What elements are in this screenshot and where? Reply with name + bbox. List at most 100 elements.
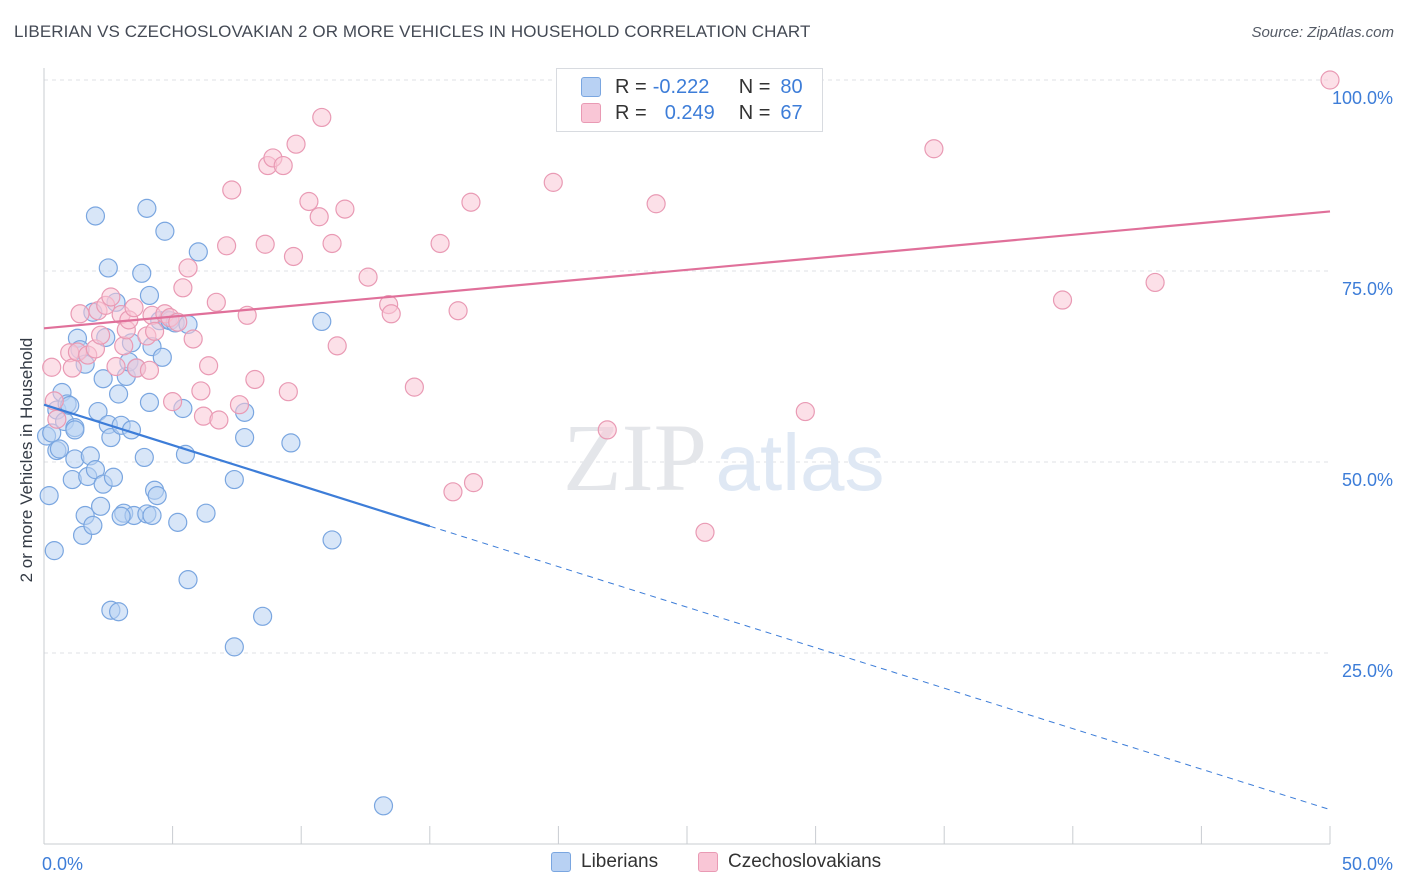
point-liberians [93,369,113,389]
point-liberians [137,198,157,218]
point-czechoslovakians [173,278,193,298]
point-czechoslovakians [62,358,82,378]
point-czechoslovakians [924,139,944,159]
trend-line-czechoslovakians [43,210,1331,330]
point-liberians [85,206,106,226]
point-liberians [281,433,301,453]
point-liberians [98,258,118,278]
y-tick-label: 25.0% [1342,661,1393,681]
point-czechoslovakians [199,356,219,376]
axes [43,68,1331,845]
point-czechoslovakians [695,522,715,542]
source-label: Source: ZipAtlas.com [1251,24,1394,41]
point-liberians [132,263,152,283]
point-czechoslovakians [430,233,450,254]
trend-lines [43,210,1331,811]
legend-label-czechoslovakians: Czechoslovakians [728,851,882,872]
point-czechoslovakians [273,155,293,176]
point-liberians [147,486,167,506]
x-tick-label: 0.0% [42,854,83,874]
point-liberians [101,427,121,448]
point-liberians [134,447,154,468]
point-liberians [49,439,70,459]
point-czechoslovakians [463,473,484,493]
point-liberians [188,242,208,262]
legend-swatch-czechoslovakians [581,103,601,123]
gridlines [44,79,1330,654]
point-czechoslovakians [597,420,617,440]
data-points [36,70,1340,816]
point-czechoslovakians [124,298,144,318]
point-czechoslovakians [795,401,815,422]
point-liberians [65,420,85,440]
y-tick-label: 75.0% [1342,279,1393,299]
legend-n-label: N = [738,101,771,124]
stats-legend: R = -0.222 N = 80 R = 0.249 N = 67 [556,68,823,132]
point-czechoslovakians [209,410,229,430]
point-czechoslovakians [206,292,226,312]
x-tick-label: 50.0% [1342,854,1393,874]
point-czechoslovakians [217,236,237,256]
point-czechoslovakians [90,325,111,345]
point-czechoslovakians [70,304,90,324]
point-liberians [142,505,162,526]
legend-r-value: -0.222 [652,75,710,98]
point-liberians [139,285,160,306]
point-liberians [39,486,59,506]
point-liberians [108,602,129,622]
point-czechoslovakians [191,381,211,401]
legend-n-value: 67 [780,101,803,124]
legend-n-label: N = [738,75,771,98]
y-axis-label: 2 or more Vehicles in Household [17,337,36,583]
legend-r-label: R = [615,75,647,98]
point-czechoslovakians [335,199,355,219]
legend-r-value: 0.249 [664,101,715,124]
point-czechoslovakians [543,172,563,192]
point-liberians [62,469,82,490]
point-czechoslovakians [229,395,250,415]
point-czechoslovakians [47,409,67,429]
point-liberians [108,384,129,404]
point-liberians [235,427,255,448]
point-czechoslovakians [1145,272,1165,293]
point-liberians [111,506,131,526]
point-czechoslovakians [42,357,62,377]
legend-item-liberians: Liberians [551,851,658,873]
point-liberians [168,512,188,532]
legend-row-czechoslovakians: R = 0.249 N = 67 [581,101,803,125]
legend-swatch-czechoslovakians [698,852,718,872]
tick-labels: 100.0% 75.0% 50.0% 25.0% 0.0% 50.0% [42,88,1393,874]
point-liberians [83,515,103,536]
point-liberians [224,469,244,490]
point-czechoslovakians [309,207,329,227]
legend-label-liberians: Liberians [581,851,659,872]
chart-title: LIBERIAN VS CZECHOSLOVAKIAN 2 OR MORE VE… [14,22,811,41]
point-liberians [253,606,273,626]
legend-r-label: R = [615,101,647,124]
legend-swatch-liberians [581,77,601,97]
point-czechoslovakians [448,301,468,321]
point-liberians [322,530,342,550]
point-liberians [224,637,244,657]
trend-line-liberians [43,403,431,528]
point-czechoslovakians [114,336,134,356]
legend-item-czechoslovakians: Czechoslovakians [698,851,881,873]
point-czechoslovakians [299,191,319,212]
point-liberians [312,311,332,332]
point-czechoslovakians [168,312,188,332]
point-czechoslovakians [381,304,401,324]
point-czechoslovakians [245,369,265,390]
point-czechoslovakians [283,246,304,267]
point-liberians [373,796,394,816]
trend-line-liberians-extrapolated [429,525,1331,811]
point-czechoslovakians [1052,290,1073,310]
point-czechoslovakians [144,321,165,341]
point-liberians [178,570,198,590]
point-czechoslovakians [1320,70,1340,90]
watermark: ZIP atlas [563,404,884,511]
y-tick-label: 100.0% [1332,88,1393,108]
point-czechoslovakians [101,287,121,307]
point-liberians [152,347,172,367]
point-czechoslovakians [443,482,463,502]
